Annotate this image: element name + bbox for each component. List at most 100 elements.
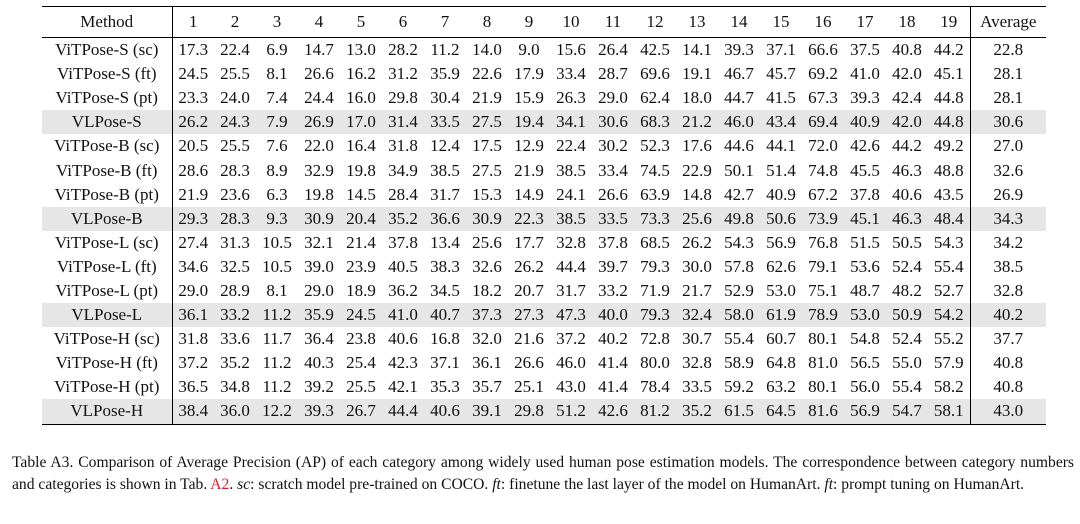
average-cell: 34.3 <box>969 206 1046 231</box>
ap-value-cell: 21.6 <box>514 329 544 349</box>
ap-value-cell: 38.4 <box>172 399 214 425</box>
ap-value-cell: 36.1 <box>472 353 502 373</box>
ap-value-cell: 37.8 <box>388 232 418 252</box>
ap-value-cell: 37.1 <box>430 353 460 373</box>
ap-value-cell: 39.7 <box>598 256 628 276</box>
ap-value-cell: 26.3 <box>556 88 586 108</box>
ap-value-cell: 45.1 <box>844 206 886 231</box>
ap-value-cell: 42.4 <box>892 88 922 108</box>
category-column-header: 4 <box>298 6 340 38</box>
ap-value-cell: 19.1 <box>682 64 712 84</box>
method-cell: ViTPose-B (ft) <box>42 158 173 183</box>
table-row: ViTPose-L (pt) 29.0 28.9 8.1 29.0 18.9 36.2 34.… <box>42 278 1046 304</box>
table-row: ViTPose-S (ft) 24.5 25.5 8.1 26.6 16.2 31.2 35.… <box>42 62 1046 87</box>
category-column-header: 14 <box>718 6 760 38</box>
method-cell: ViTPose-H (ft) <box>42 351 173 376</box>
ap-value-cell: 25.4 <box>346 353 376 373</box>
average-cell: 43.0 <box>969 399 1046 425</box>
ap-value-cell: 50.9 <box>886 303 928 328</box>
ap-value-cell: 16.0 <box>346 88 376 108</box>
ap-value-cell: 46.3 <box>886 206 928 231</box>
ap-value-cell: 12.9 <box>514 136 544 156</box>
category-column-header: 11 <box>592 6 634 38</box>
ap-value-cell: 26.2 <box>682 232 712 252</box>
ap-value-cell: 45.5 <box>850 160 880 180</box>
ap-value-cell: 80.1 <box>808 377 838 397</box>
ap-value-cell: 30.4 <box>430 88 460 108</box>
ap-value-cell: 52.4 <box>892 256 922 276</box>
ap-value-cell: 54.3 <box>933 232 964 252</box>
method-cell: VLPose-S <box>42 110 173 135</box>
table-row: ViTPose-B (sc) 20.5 25.5 7.6 22.0 16.4 31.8 12.… <box>42 134 1046 159</box>
ap-value-cell: 33.2 <box>214 303 256 328</box>
ap-value-cell: 64.5 <box>760 399 802 425</box>
ap-value-cell: 25.6 <box>472 232 502 252</box>
ap-value-cell: 49.2 <box>933 136 964 156</box>
ap-value-cell: 39.3 <box>298 399 340 425</box>
ap-value-cell: 39.1 <box>466 399 508 425</box>
category-column-header: 3 <box>256 6 298 38</box>
ap-value-cell: 54.8 <box>850 329 880 349</box>
ap-value-cell: 40.9 <box>844 110 886 135</box>
category-column-header: 1 <box>172 6 214 38</box>
results-table: Method 1 2 3 4 5 6 7 8 9 10 11 12 13 14 15 16 17 18 19 Aver… <box>42 6 1046 425</box>
ap-value-cell: 44.8 <box>933 88 964 108</box>
ap-value-cell: 11.2 <box>262 353 292 373</box>
ap-value-cell: 42.0 <box>886 110 928 135</box>
ap-value-cell: 56.9 <box>766 232 796 252</box>
table-reference-link[interactable]: A2 <box>210 475 230 493</box>
ap-value-cell: 7.9 <box>256 110 298 135</box>
ap-value-cell: 22.9 <box>682 160 712 180</box>
ap-value-cell: 28.7 <box>598 64 628 84</box>
ap-value-cell: 30.9 <box>298 206 340 231</box>
ap-value-cell: 16.8 <box>430 329 460 349</box>
ap-value-cell: 25.5 <box>220 136 250 156</box>
ap-value-cell: 17.3 <box>178 40 209 60</box>
ap-value-cell: 25.6 <box>676 206 718 231</box>
ap-value-cell: 40.7 <box>424 303 466 328</box>
ap-value-cell: 33.5 <box>682 377 712 397</box>
ap-value-cell: 11.7 <box>262 329 292 349</box>
table-row: ViTPose-H (pt) 36.5 34.8 11.2 39.2 25.5 42.1 35… <box>42 375 1046 400</box>
ap-value-cell: 33.2 <box>598 280 628 300</box>
ap-value-cell: 56.0 <box>850 377 880 397</box>
table-body: ViTPose-S (sc) 17.3 22.4 6.9 14.7 13.0 28.2 11.… <box>42 37 1046 425</box>
ap-value-cell: 63.9 <box>640 184 670 204</box>
ap-value-cell: 36.6 <box>424 206 466 231</box>
ap-value-cell: 26.2 <box>514 256 544 276</box>
ap-value-cell: 74.5 <box>640 160 670 180</box>
ap-value-cell: 50.6 <box>760 206 802 231</box>
table-row: ViTPose-B (ft) 28.6 28.3 8.9 32.9 19.8 34.9 38.… <box>42 158 1046 183</box>
ap-value-cell: 42.6 <box>592 399 634 425</box>
ap-value-cell: 28.3 <box>220 160 250 180</box>
ap-value-cell: 55.4 <box>724 329 754 349</box>
ap-value-cell: 24.3 <box>214 110 256 135</box>
ap-value-cell: 78.4 <box>640 377 670 397</box>
ap-value-cell: 40.6 <box>388 329 418 349</box>
ap-value-cell: 57.8 <box>724 256 754 276</box>
ap-value-cell: 43.0 <box>556 377 586 397</box>
ap-value-cell: 8.9 <box>266 160 288 180</box>
ap-value-cell: 34.6 <box>178 256 209 276</box>
ap-value-cell: 34.1 <box>550 110 592 135</box>
ap-value-cell: 35.2 <box>676 399 718 425</box>
sc-definition: : scratch model pre-trained on COCO. <box>250 475 493 493</box>
ap-value-cell: 28.9 <box>220 280 250 300</box>
ap-value-cell: 26.9 <box>298 110 340 135</box>
ap-value-cell: 39.3 <box>850 88 880 108</box>
ap-value-cell: 58.1 <box>928 399 970 425</box>
ap-value-cell: 75.1 <box>808 280 838 300</box>
ap-value-cell: 8.1 <box>266 64 288 84</box>
caption-text-2: . <box>229 475 238 493</box>
ap-value-cell: 74.8 <box>808 160 838 180</box>
ap-value-cell: 28.4 <box>388 184 418 204</box>
ap-value-cell: 81.2 <box>634 399 676 425</box>
ap-value-cell: 63.2 <box>766 377 796 397</box>
ap-value-cell: 61.5 <box>718 399 760 425</box>
ap-value-cell: 42.0 <box>892 64 922 84</box>
pt-definition: : prompt tuning on HumanArt. <box>833 475 1025 493</box>
ap-value-cell: 68.3 <box>634 110 676 135</box>
ap-value-cell: 48.8 <box>933 160 964 180</box>
ap-value-cell: 44.4 <box>382 399 424 425</box>
ap-value-cell: 73.3 <box>634 206 676 231</box>
